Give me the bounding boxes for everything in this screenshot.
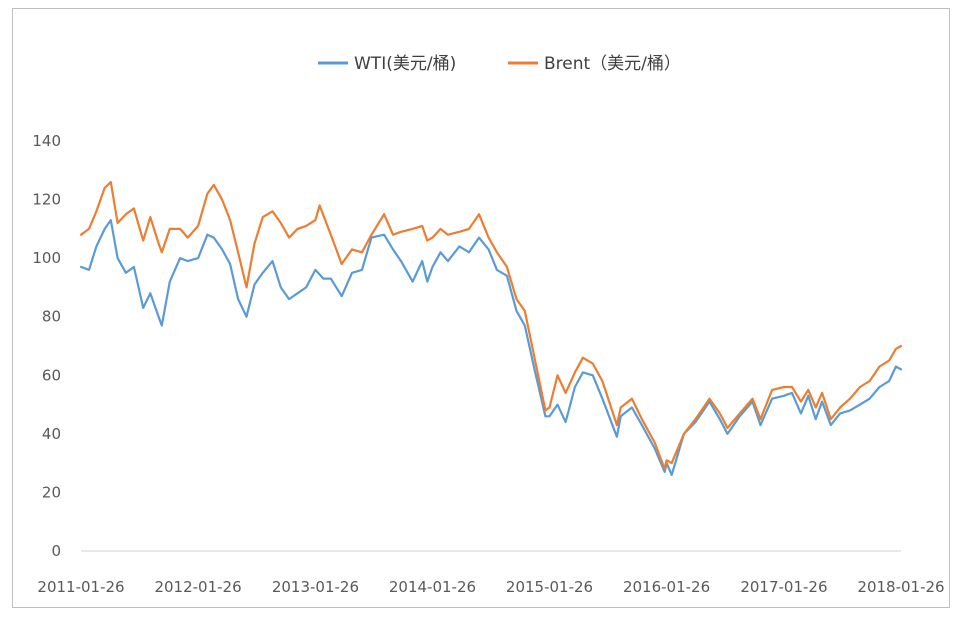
y-tick-label: 60	[42, 366, 61, 384]
x-tick-label: 2013-01-26	[272, 578, 359, 596]
y-tick-label: 40	[42, 425, 61, 443]
plot-area	[79, 180, 903, 476]
y-tick-label: 140	[32, 132, 61, 150]
y-tick-label: 20	[42, 483, 61, 501]
line-chart: WTI(美元/桶) Brent（美元/桶） 020406080100120140 …	[32, 54, 945, 596]
x-tick-label: 2018-01-26	[857, 578, 944, 596]
x-tick-label: 2016-01-26	[623, 578, 710, 596]
x-axis: 2011-01-26 2012-01-26 2013-01-26 2014-01-26…	[37, 550, 945, 596]
x-tick-label: 2014-01-26	[389, 578, 476, 596]
series-line-wti	[79, 219, 903, 476]
y-tick-label: 80	[42, 308, 61, 326]
legend-label-brent: Brent（美元/桶）	[544, 54, 681, 74]
y-tick-label: 120	[32, 191, 61, 209]
y-tick-label: 0	[51, 542, 61, 560]
x-tick-label: 2012-01-26	[154, 578, 241, 596]
x-tick-label: 2015-01-26	[506, 578, 593, 596]
x-tick-label: 2011-01-26	[37, 578, 124, 596]
series-line-brent	[79, 180, 903, 471]
legend-label-wti: WTI(美元/桶)	[354, 54, 456, 74]
chart-frame: WTI(美元/桶) Brent（美元/桶） 0 20 40 60 80 100 120 140 …	[12, 8, 950, 608]
y-axis: 0 20 40 60 80 100 120 140	[32, 132, 61, 560]
x-tick-label: 2017-01-26	[740, 578, 827, 596]
legend: WTI(美元/桶) Brent（美元/桶）	[318, 54, 681, 74]
y-tick-label: 100	[32, 249, 61, 267]
